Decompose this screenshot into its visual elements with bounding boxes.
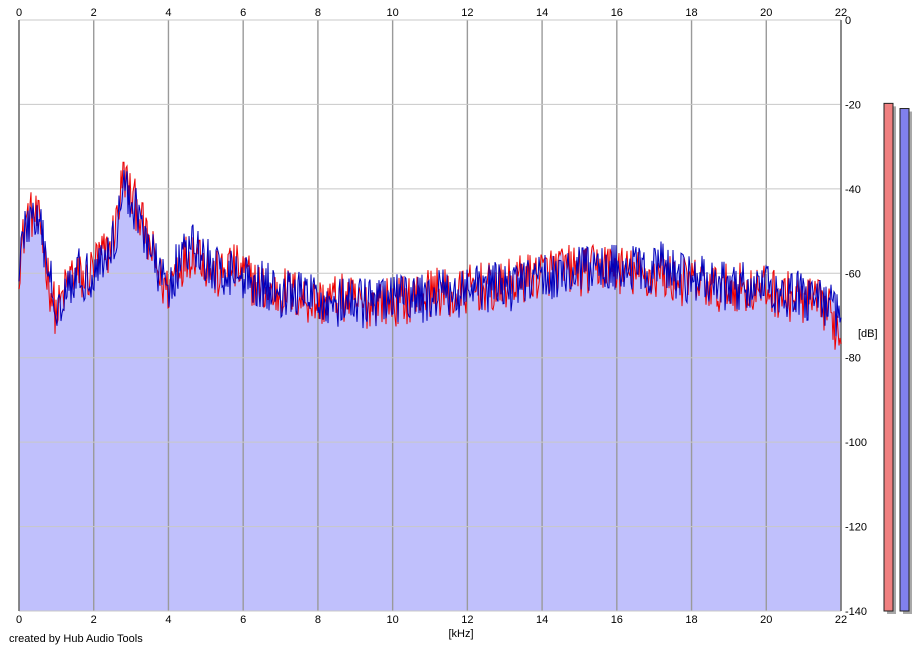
x-tick-label-bottom: 22	[835, 614, 847, 626]
x-tick-label-top: 0	[16, 7, 22, 19]
x-tick-label-top: 4	[165, 7, 171, 19]
x-tick-label-top: 8	[315, 7, 321, 19]
x-tick-label-bottom: 12	[461, 614, 473, 626]
x-tick-label-bottom: 14	[536, 614, 548, 626]
x-tick-label-bottom: 10	[387, 614, 399, 626]
y-tick-label: -20	[845, 99, 861, 111]
x-tick-label-top: 10	[387, 7, 399, 19]
x-tick-label-bottom: 6	[240, 614, 246, 626]
level-meter-bar	[883, 102, 894, 612]
y-tick-label: -140	[845, 606, 867, 618]
y-tick-label: -60	[845, 268, 861, 280]
x-tick-label-bottom: 0	[16, 614, 22, 626]
x-tick-label-top: 18	[685, 7, 697, 19]
x-tick-label-bottom: 16	[611, 614, 623, 626]
x-tick-label-top: 16	[611, 7, 623, 19]
x-axis-unit: [kHz]	[448, 628, 473, 640]
y-tick-label: -100	[845, 437, 867, 449]
x-tick-label-bottom: 20	[760, 614, 772, 626]
series-line-2	[18, 170, 842, 337]
x-tick-label-top: 22	[835, 7, 847, 19]
x-tick-label-top: 14	[536, 7, 548, 19]
y-tick-label: 0	[845, 15, 851, 27]
y-axis-unit: [dB]	[858, 328, 878, 340]
tick-labels: 002244668810101212141416161818202022220-…	[16, 7, 867, 626]
x-tick-label-bottom: 8	[315, 614, 321, 626]
level-meters	[883, 102, 912, 615]
level-meter-bar	[899, 108, 910, 612]
x-tick-label-bottom: 18	[685, 614, 697, 626]
y-tick-label: -80	[845, 353, 861, 365]
grid	[18, 19, 842, 612]
y-tick-label: -120	[845, 522, 867, 534]
x-tick-label-top: 2	[91, 7, 97, 19]
series-lines	[18, 161, 842, 350]
x-tick-label-top: 12	[461, 7, 473, 19]
x-tick-label-top: 20	[760, 7, 772, 19]
y-tick-label: -40	[845, 184, 861, 196]
x-tick-label-bottom: 4	[165, 614, 171, 626]
x-tick-label-top: 6	[240, 7, 246, 19]
credit-text: created by Hub Audio Tools	[9, 633, 143, 645]
x-tick-label-bottom: 2	[91, 614, 97, 626]
